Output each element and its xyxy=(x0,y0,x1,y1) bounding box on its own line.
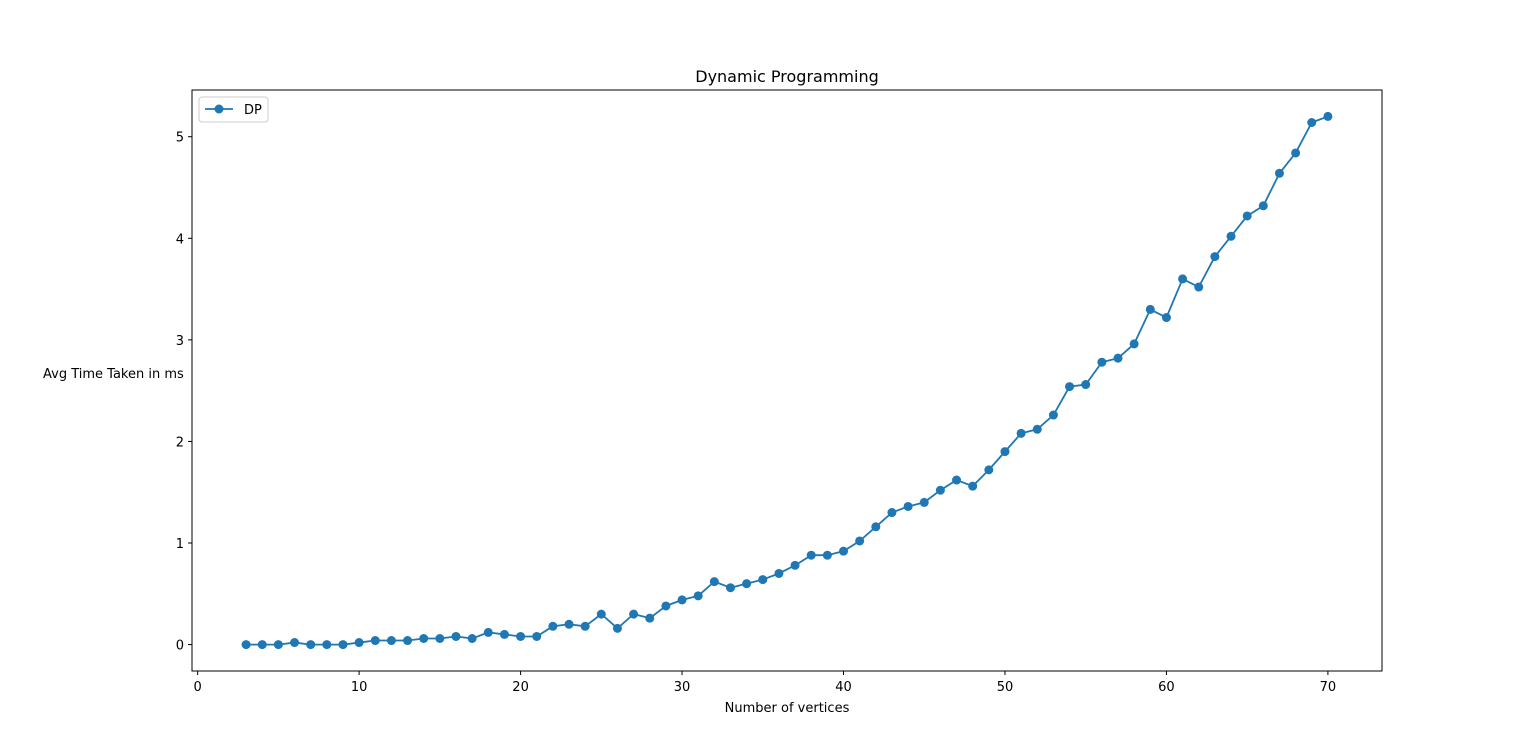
data-point xyxy=(709,577,719,587)
data-point xyxy=(645,613,655,623)
data-point xyxy=(612,623,622,633)
x-tick-label: 10 xyxy=(351,680,368,695)
data-point xyxy=(435,634,445,643)
data-point xyxy=(887,508,897,518)
x-tick-label: 0 xyxy=(194,680,202,695)
data-point xyxy=(273,640,283,650)
x-axis: 0 10 20 30 40 50 60 70 xyxy=(194,671,1337,695)
data-point xyxy=(758,575,768,585)
legend-marker-swatch xyxy=(214,104,224,114)
data-point xyxy=(839,546,849,556)
data-point xyxy=(548,621,558,631)
data-point xyxy=(290,638,300,648)
x-tick-label: 30 xyxy=(674,680,691,695)
data-point xyxy=(855,536,865,546)
data-point xyxy=(1258,201,1268,211)
series-line-dp xyxy=(246,115,1329,646)
data-point xyxy=(822,550,832,560)
data-point xyxy=(903,501,913,511)
data-point xyxy=(451,631,461,641)
data-point xyxy=(483,627,493,637)
data-point xyxy=(403,636,413,646)
data-point xyxy=(935,485,945,495)
data-point xyxy=(1307,118,1317,127)
data-point xyxy=(1161,313,1171,323)
data-point xyxy=(1194,282,1204,292)
data-point xyxy=(322,640,332,650)
data-point xyxy=(629,609,639,619)
data-point xyxy=(1032,424,1042,434)
data-point xyxy=(952,475,962,485)
data-point xyxy=(1178,274,1188,284)
y-tick-label: 5 xyxy=(176,131,184,146)
data-point xyxy=(725,583,735,593)
y-axis: 0 1 2 3 4 5 xyxy=(176,131,192,654)
plot-frame xyxy=(191,89,1383,672)
data-point xyxy=(984,465,994,475)
data-point xyxy=(1274,168,1284,178)
chart-title: Dynamic Programming xyxy=(695,67,878,86)
data-point xyxy=(1016,428,1026,438)
data-point xyxy=(661,601,671,611)
x-tick-label: 40 xyxy=(835,680,852,695)
y-tick-label: 3 xyxy=(176,334,184,349)
data-point xyxy=(1097,357,1107,367)
x-axis-label: Number of vertices xyxy=(725,701,850,716)
data-point xyxy=(774,568,784,578)
data-point xyxy=(1081,380,1091,390)
y-tick-label: 2 xyxy=(176,435,184,450)
data-point xyxy=(742,579,752,589)
legend-label-dp: DP xyxy=(244,103,262,118)
x-tick-label: 50 xyxy=(997,680,1014,695)
data-point xyxy=(1242,211,1252,221)
data-point xyxy=(1291,148,1301,158)
data-point xyxy=(370,636,380,646)
data-point xyxy=(532,631,542,641)
data-point xyxy=(790,560,800,570)
legend: DP xyxy=(198,96,269,123)
data-point xyxy=(1000,447,1010,457)
data-point xyxy=(919,497,929,507)
y-tick-label: 1 xyxy=(176,537,184,552)
data-point xyxy=(580,621,590,631)
data-point xyxy=(1113,353,1123,363)
data-point xyxy=(1145,304,1155,314)
y-tick-label: 0 xyxy=(176,639,184,654)
data-point xyxy=(806,550,816,560)
data-point xyxy=(257,640,267,650)
data-point xyxy=(968,481,978,491)
x-tick-label: 70 xyxy=(1320,680,1337,695)
data-point xyxy=(467,634,477,643)
y-tick-label: 4 xyxy=(176,232,184,247)
data-point xyxy=(338,640,348,650)
data-point xyxy=(419,634,429,643)
data-point xyxy=(499,629,509,639)
data-point xyxy=(516,631,526,641)
data-point xyxy=(1129,339,1139,349)
data-point xyxy=(1323,111,1333,121)
data-point xyxy=(354,638,364,648)
data-point xyxy=(1210,252,1220,262)
data-point xyxy=(241,640,251,650)
data-point xyxy=(596,609,606,619)
data-point xyxy=(1065,382,1075,392)
legend-box xyxy=(198,96,269,123)
data-point xyxy=(386,636,396,646)
data-point xyxy=(871,522,881,532)
x-tick-label: 20 xyxy=(512,680,529,695)
x-tick-label: 60 xyxy=(1158,680,1175,695)
data-point xyxy=(564,619,574,629)
plot-area xyxy=(241,111,1333,650)
data-point xyxy=(306,640,316,650)
data-point xyxy=(1048,410,1058,420)
data-point xyxy=(677,595,687,605)
data-point xyxy=(1226,231,1236,241)
data-point xyxy=(693,591,703,601)
y-axis-label: Avg Time Taken in ms xyxy=(43,367,184,382)
